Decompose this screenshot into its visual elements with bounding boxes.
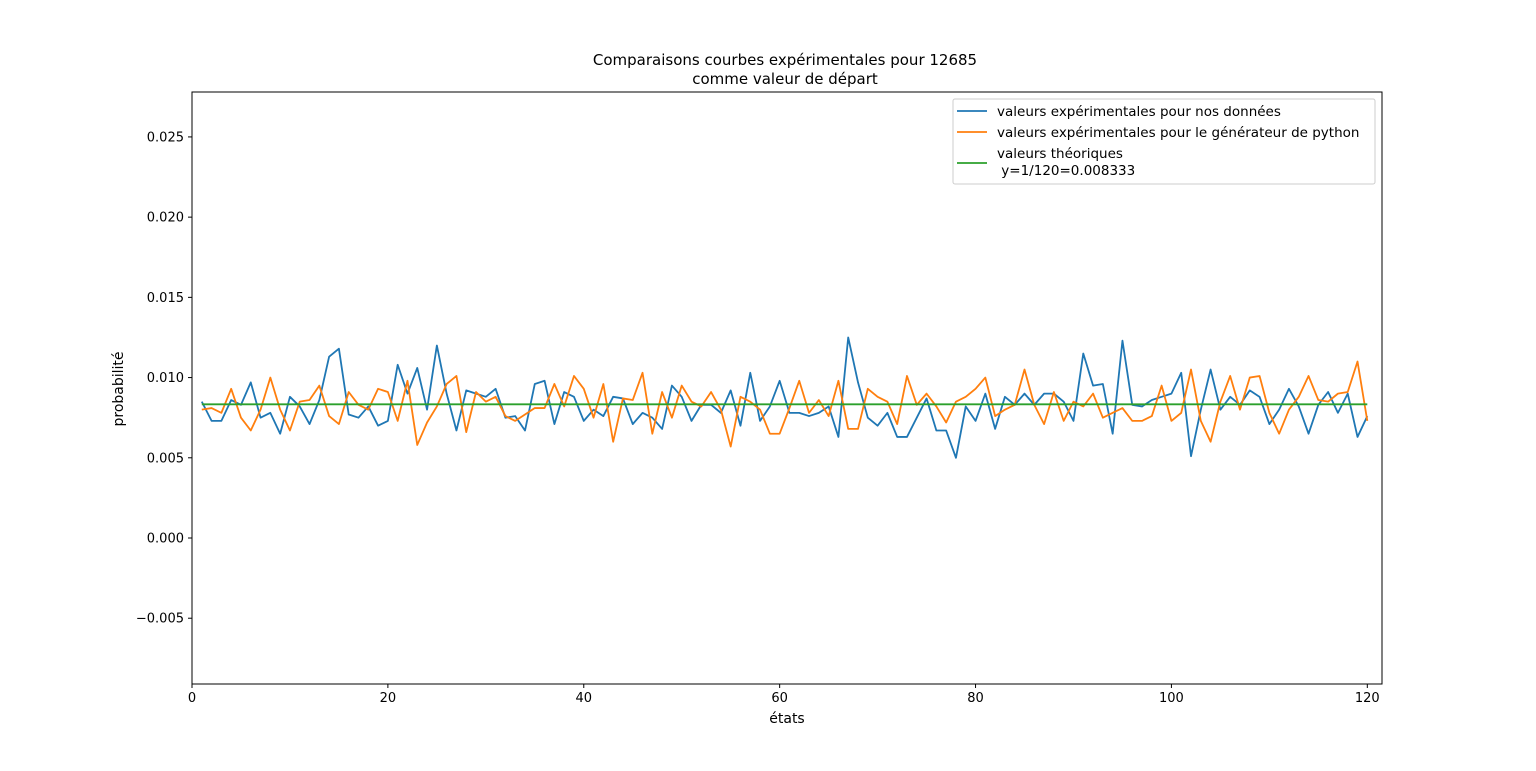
y-tick-label: −0.005	[136, 612, 184, 627]
y-tick-label: 0.020	[147, 211, 184, 226]
y-tick-label: 0.010	[147, 371, 184, 386]
y-axis-label: probabilité	[111, 351, 127, 426]
y-tick-label: 0.015	[147, 291, 184, 306]
series-layer	[200, 336, 1369, 459]
y-tick-label: 0.025	[147, 130, 184, 145]
y-axis: −0.005 0.000 0.005 0.010 0.015 0.020 0.025	[136, 130, 192, 627]
x-axis: 0 20 40 60 80 100 120	[188, 684, 1380, 706]
legend-label-line-2: y=1/120=0.008333	[997, 163, 1135, 179]
series-line-nos-donnees	[200, 336, 1369, 459]
legend-label-line-1: valeurs théoriques	[997, 146, 1123, 162]
legend: valeurs expérimentales pour nos données v…	[952, 98, 1376, 185]
x-tick-label: 20	[380, 691, 397, 706]
x-axis-label: états	[769, 711, 804, 727]
x-tick-label: 40	[575, 691, 592, 706]
y-tick-label: 0.005	[147, 451, 184, 466]
series-line-generateur-python	[201, 360, 1369, 448]
chart-title: Comparaisons courbes expérimentales pour…	[593, 51, 977, 88]
legend-box	[952, 98, 1376, 185]
legend-label: valeurs expérimentales pour nos données	[997, 104, 1281, 120]
x-tick-label: 120	[1355, 691, 1380, 706]
chart-title-line-2: comme valeur de départ	[692, 70, 878, 88]
x-tick-label: 0	[188, 691, 196, 706]
x-tick-label: 100	[1159, 691, 1184, 706]
y-tick-label: 0.000	[147, 532, 184, 547]
x-tick-label: 60	[771, 691, 788, 706]
axes-frame	[191, 91, 1383, 685]
chart-title-line-1: Comparaisons courbes expérimentales pour…	[593, 51, 977, 69]
legend-label: valeurs expérimentales pour le générateu…	[997, 125, 1359, 141]
x-tick-label: 80	[967, 691, 984, 706]
